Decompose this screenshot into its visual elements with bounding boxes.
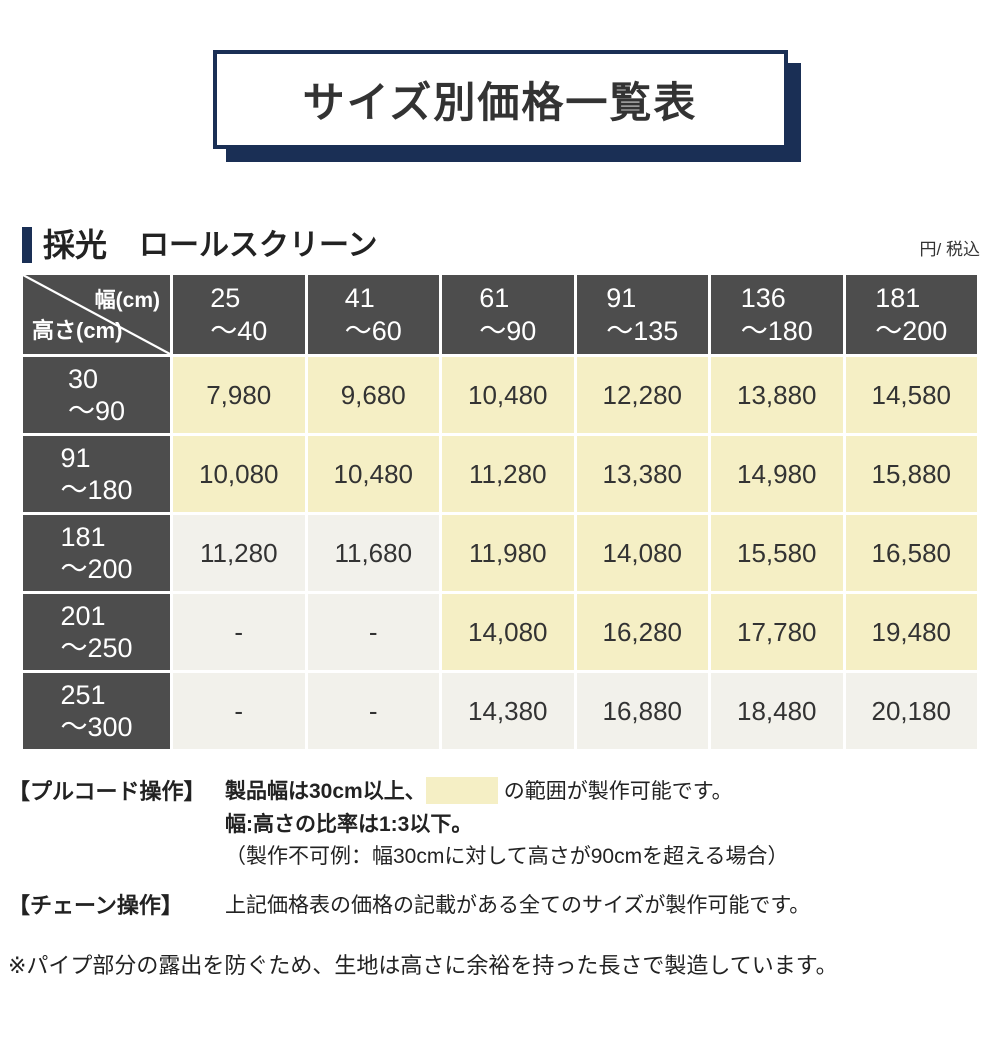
accent-bar: [22, 227, 32, 263]
chain-label: 【チェーン操作】: [8, 892, 183, 918]
row-header: 30 〜90: [23, 357, 170, 433]
row-header-to: 〜300: [60, 712, 133, 742]
title-banner: サイズ別価格一覧表: [0, 50, 1000, 149]
price-table-body: 30 〜90 7,980 9,680 10,480 12,280 13,880 14,580…: [23, 357, 977, 749]
pull-cord-line1: 製品幅は30cm以上、 の範囲が製作可能です。: [225, 776, 788, 809]
column-header-to: 〜135: [606, 315, 679, 346]
row-header-to: 〜200: [60, 554, 133, 584]
price-cell: 14,380: [442, 673, 574, 749]
column-header-from: 41: [344, 283, 375, 314]
pull-cord-line3: （製作不可例：幅30cmに対して高さが90cmを超える場合）: [225, 845, 789, 869]
row-header: 201 〜250: [23, 594, 170, 670]
price-cell: -: [173, 594, 305, 670]
column-header: 136 〜180: [711, 275, 843, 354]
row-header-from: 30: [67, 363, 99, 394]
price-table: 幅(cm) 高さ(cm) 25 〜40 41 〜60 61 〜90 91 〜135 13…: [20, 272, 980, 752]
title-box: サイズ別価格一覧表: [212, 50, 788, 149]
pull-cord-note: 【プルコード操作】 製品幅は30cm以上、 の範囲が製作可能です。 幅:高さの比率…: [8, 776, 992, 874]
section-name: 採光: [43, 226, 108, 263]
column-header-from: 91: [606, 283, 637, 314]
table-row: 91 〜180 10,080 10,480 11,280 13,380 14,980 15,…: [23, 436, 977, 512]
corner-width-label: 幅(cm): [94, 289, 160, 312]
price-cell: 11,680: [307, 515, 439, 591]
row-header: 181 〜200: [23, 515, 170, 591]
table-row: 181 〜200 11,280 11,680 11,980 14,080 15,580 16…: [23, 515, 977, 591]
footnotes: 【プルコード操作】 製品幅は30cm以上、 の範囲が製作可能です。 幅:高さの比率…: [8, 776, 992, 922]
pull-cord-text: 製品幅は30cm以上、 の範囲が製作可能です。 幅:高さの比率は1:3以下。 （製…: [225, 776, 788, 874]
row-header-to: 〜180: [60, 475, 133, 505]
price-cell: 12,280: [576, 357, 708, 433]
pull-cord-label: 【プルコード操作】: [8, 779, 206, 804]
price-cell: -: [173, 673, 305, 749]
row-header-from: 251: [60, 679, 106, 710]
column-header-from: 25: [210, 283, 241, 314]
column-header-to: 〜90: [479, 315, 537, 346]
section-header: 採光 ロールスクリーン 円/ 税込: [22, 227, 980, 263]
price-cell: 14,080: [442, 594, 574, 670]
price-cell: 14,080: [576, 515, 708, 591]
price-cell: 15,880: [845, 436, 977, 512]
price-cell: 14,980: [711, 436, 843, 512]
row-header: 91 〜180: [23, 436, 170, 512]
price-cell: 11,280: [173, 515, 305, 591]
column-header: 61 〜90: [442, 275, 574, 354]
column-header: 41 〜60: [307, 275, 439, 354]
price-cell: -: [307, 594, 439, 670]
row-header-to: 〜250: [60, 633, 133, 663]
page-title: サイズ別価格一覧表: [302, 79, 698, 126]
corner-height-label: 高さ(cm): [32, 318, 123, 343]
price-cell: 10,480: [442, 357, 574, 433]
price-cell: -: [307, 673, 439, 749]
price-unit-label: 円/ 税込: [919, 240, 980, 259]
column-header-to: 〜40: [210, 315, 268, 346]
table-row: 30 〜90 7,980 9,680 10,480 12,280 13,880 14,580: [23, 357, 977, 433]
yellow-range-swatch: [425, 777, 498, 804]
chain-text: 上記価格表の価格の記載がある全てのサイズが製作可能です。: [225, 893, 811, 917]
price-cell: 20,180: [845, 673, 977, 749]
column-header: 181 〜200: [845, 275, 977, 354]
diagonal-divider-icon: [23, 275, 170, 354]
corner-cell: 幅(cm) 高さ(cm): [23, 275, 170, 354]
price-cell: 9,680: [307, 357, 439, 433]
column-header-from: 181: [875, 283, 921, 314]
price-cell: 10,080: [173, 436, 305, 512]
column-header-to: 〜200: [875, 315, 948, 346]
price-cell: 16,580: [845, 515, 977, 591]
price-cell: 7,980: [173, 357, 305, 433]
table-row: 201 〜250 - -14,080 16,280 17,780 19,480: [23, 594, 977, 670]
row-header-to: 〜90: [67, 396, 126, 426]
column-header-to: 〜180: [740, 315, 813, 346]
price-cell: 16,880: [576, 673, 708, 749]
price-cell: 17,780: [711, 594, 843, 670]
price-cell: 10,480: [307, 436, 439, 512]
column-header: 25 〜40: [173, 275, 305, 354]
row-header-from: 91: [60, 442, 91, 473]
price-cell: 14,580: [845, 357, 977, 433]
section-product-name: ロールスクリーン: [139, 228, 378, 262]
column-header-from: 136: [740, 283, 786, 314]
chain-note: 【チェーン操作】 上記価格表の価格の記載がある全てのサイズが製作可能です。: [8, 890, 992, 923]
price-cell: 16,280: [576, 594, 708, 670]
price-cell: 19,480: [845, 594, 977, 670]
price-cell: 13,380: [576, 436, 708, 512]
pipe-note: ※パイプ部分の露出を防ぐため、生地は高さに余裕を持った長さで製造しています。: [8, 953, 838, 979]
price-cell: 18,480: [711, 673, 843, 749]
row-header-from: 201: [60, 600, 106, 631]
row-header-from: 181: [60, 521, 106, 552]
price-cell: 13,880: [711, 357, 843, 433]
price-cell: 11,280: [442, 436, 574, 512]
column-header: 91 〜135: [576, 275, 708, 354]
header-row: 幅(cm) 高さ(cm) 25 〜40 41 〜60 61 〜90 91 〜135 13…: [23, 275, 977, 354]
row-header: 251 〜300: [23, 673, 170, 749]
price-cell: 15,580: [711, 515, 843, 591]
price-cell: 11,980: [442, 515, 574, 591]
table-row: 251 〜300 - -14,380 16,880 18,480 20,180: [23, 673, 977, 749]
pull-cord-line2: 幅:高さの比率は1:3以下。: [225, 812, 473, 836]
column-header-from: 61: [479, 283, 510, 314]
column-header-to: 〜60: [344, 315, 402, 346]
